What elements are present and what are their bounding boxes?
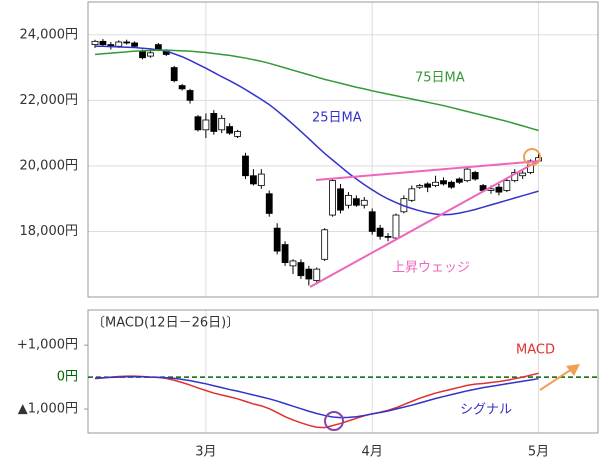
- candle-body: [281, 244, 289, 263]
- y-tick-label: 18,000円: [20, 224, 79, 239]
- candle-body: [471, 172, 479, 180]
- candle-body: [519, 172, 527, 177]
- candle-body: [289, 260, 297, 267]
- wedge-upper-line: [315, 160, 541, 181]
- candle-body: [360, 199, 368, 206]
- candle-body: [376, 227, 384, 237]
- candle-body: [147, 52, 154, 57]
- y-tick-label: 0円: [57, 370, 78, 385]
- candle-body: [416, 185, 424, 188]
- candle-body: [99, 40, 107, 46]
- candle-body: [368, 211, 376, 232]
- candle-body: [178, 85, 186, 90]
- candle-body: [384, 235, 392, 238]
- y-tick-label: 20,000円: [20, 158, 79, 173]
- candle-body: [131, 42, 139, 47]
- arrow: [539, 368, 573, 391]
- candle-body: [408, 188, 416, 201]
- candle-body: [297, 262, 305, 277]
- candle-body: [345, 194, 352, 206]
- candle-body: [202, 119, 210, 131]
- annotation: 上昇ウェッジ: [392, 261, 470, 276]
- candle-body: [337, 188, 344, 211]
- candle-body: [226, 126, 234, 134]
- candle-body: [329, 180, 337, 216]
- candle-body: [424, 183, 432, 188]
- candle-body: [170, 67, 178, 82]
- candle-body: [352, 198, 360, 206]
- marks-layer: [88, 39, 598, 429]
- candle-body: [273, 227, 281, 252]
- wedge-lower-line: [309, 159, 541, 288]
- price-panel: [87, 1, 599, 298]
- line: [94, 376, 539, 419]
- candle-body: [194, 116, 202, 131]
- candle-body: [139, 50, 146, 59]
- ma-line: [94, 49, 539, 132]
- candle-body: [115, 41, 123, 47]
- series-label: 25日MA: [312, 111, 362, 126]
- candle-body: [234, 131, 241, 137]
- highlight-circle: [523, 148, 541, 166]
- x-tick-label: 5月: [528, 445, 549, 460]
- highlight-circle: [324, 411, 344, 431]
- candle-body: [123, 41, 131, 44]
- candle-body: [186, 90, 194, 101]
- y-tick-label: 24,000円: [20, 27, 79, 42]
- candle-body: [242, 155, 249, 177]
- line: [94, 372, 539, 429]
- y-tick-label: ▲1,000円: [18, 402, 78, 417]
- series-label: シグナル: [460, 403, 512, 418]
- candle-body: [392, 214, 400, 239]
- x-tick-label: 3月: [195, 445, 216, 460]
- candle-body: [218, 117, 226, 131]
- candle-body: [210, 113, 218, 132]
- candle-body: [91, 40, 99, 46]
- grid-layer: [84, 2, 598, 433]
- macd-panel: [87, 309, 599, 434]
- ma-line: [95, 45, 539, 216]
- panel-title: 〔MACD(12日－26日)〕: [92, 316, 239, 331]
- candle-body: [305, 268, 313, 280]
- candle-body: [447, 181, 455, 188]
- candle-body: [463, 168, 471, 182]
- arrow-head: [566, 364, 580, 376]
- x-tick-label: 4月: [362, 445, 383, 460]
- candle-body: [154, 44, 162, 50]
- candle-body: [257, 173, 265, 186]
- series-label: 75日MA: [415, 71, 465, 86]
- y-tick-label: 22,000円: [20, 93, 79, 108]
- candle-body: [495, 186, 503, 193]
- candle-body: [265, 193, 273, 214]
- candle-body: [249, 175, 257, 185]
- candle-body: [432, 181, 439, 186]
- candle-body: [503, 180, 511, 191]
- candle-body: [455, 178, 463, 183]
- candle-body: [321, 229, 329, 260]
- y-tick-label: +1,000円: [17, 338, 78, 353]
- candle-body: [440, 180, 447, 185]
- candle-body: [313, 268, 321, 282]
- series-label: MACD: [516, 343, 555, 358]
